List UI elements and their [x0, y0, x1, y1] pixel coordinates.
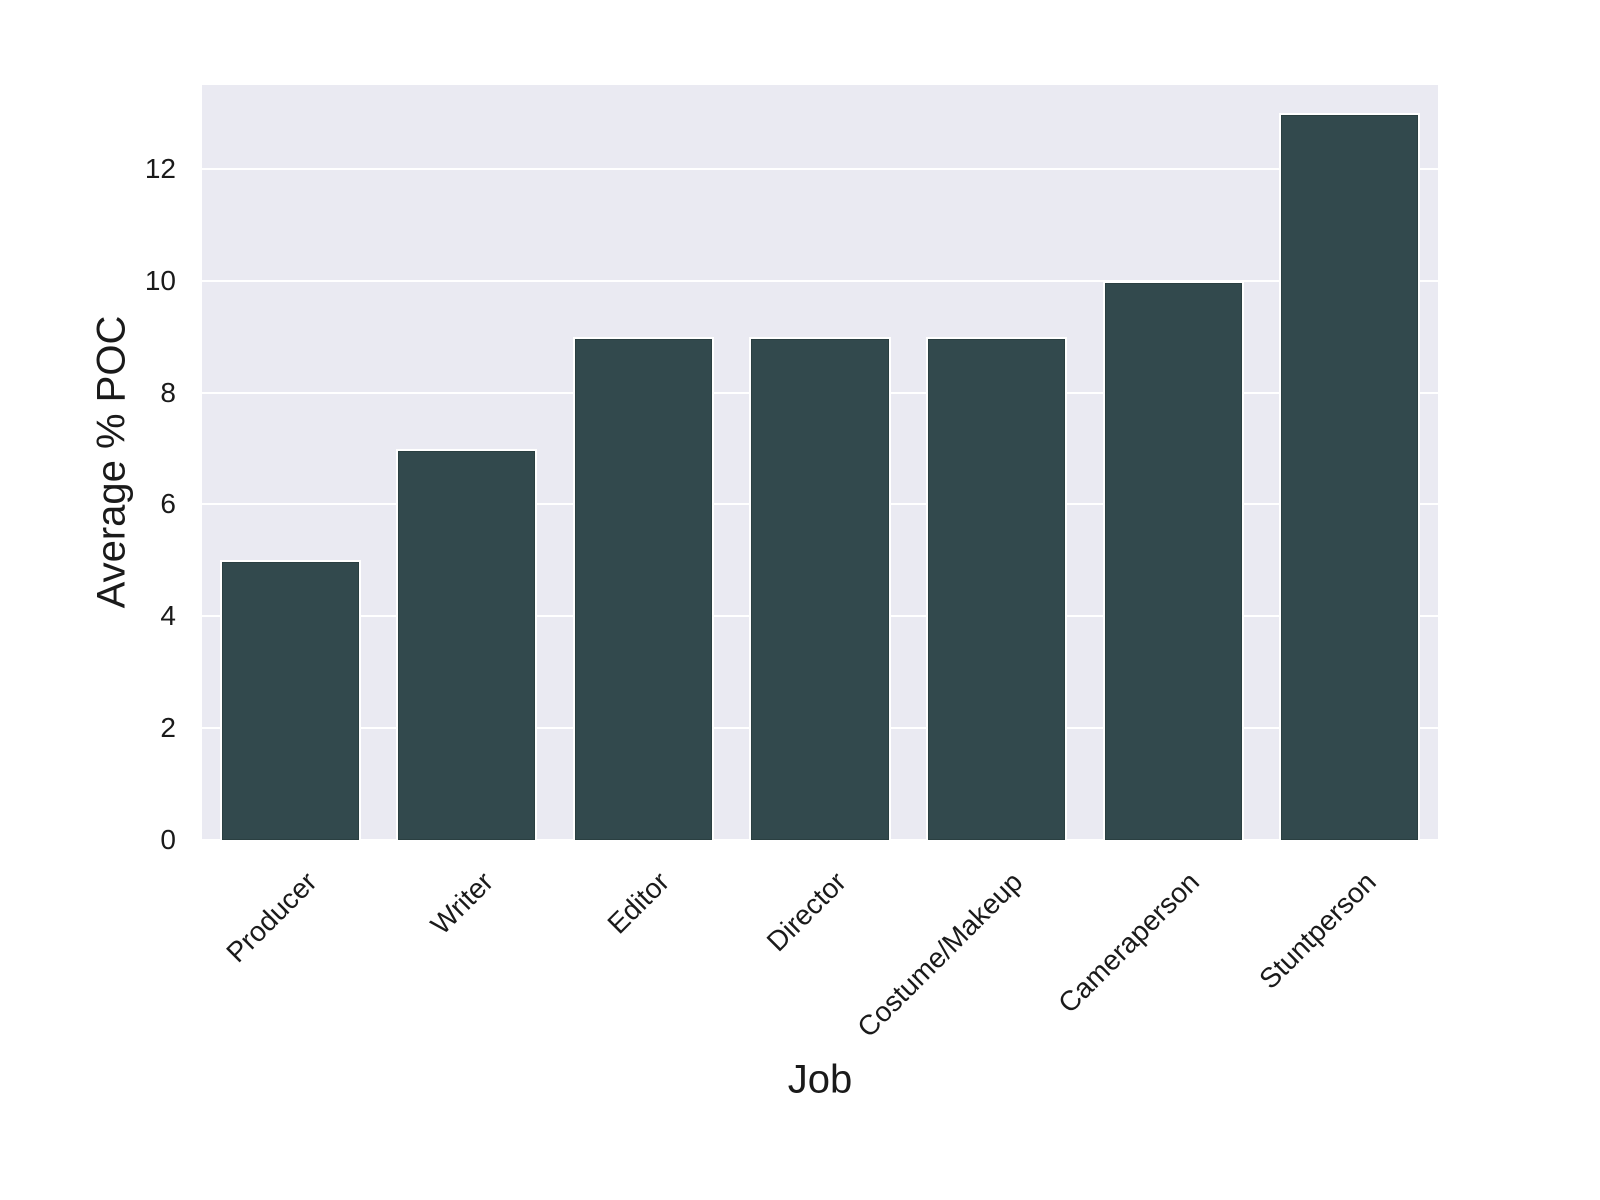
y-tick-label-0: 0	[160, 824, 176, 855]
x-tick-label-cameraperson: Cameraperson	[1052, 866, 1206, 1019]
y-tick-label-10: 10	[144, 264, 176, 296]
y-axis-label: Average % POC	[89, 315, 134, 609]
bar-writer	[396, 448, 538, 840]
gridline-y-10	[202, 279, 1438, 282]
bar-producer	[219, 560, 361, 840]
x-tick-label-director: Director	[760, 866, 852, 958]
x-tick-label-producer: Producer	[219, 866, 323, 969]
bar-director	[749, 336, 891, 840]
gridline-y-12	[202, 167, 1438, 170]
gridline-y-0	[202, 839, 1438, 841]
x-tick-label-stuntperson: Stuntperson	[1252, 866, 1382, 995]
bar-editor	[572, 336, 715, 840]
y-tick-label-2: 2	[160, 712, 176, 744]
x-tick-label-writer: Writer	[424, 866, 499, 941]
bar-stuntperson	[1279, 112, 1421, 840]
x-tick-label-editor: Editor	[601, 866, 676, 940]
x-axis-label: Job	[787, 1057, 853, 1102]
y-tick-label-6: 6	[160, 488, 176, 520]
y-tick-label-4: 4	[160, 600, 176, 632]
y-tick-label-8: 8	[160, 376, 176, 408]
x-tick-label-costume-makeup: Costume/Makeup	[851, 866, 1029, 1044]
bar-cameraperson	[1102, 280, 1244, 840]
bar-costume-makeup	[925, 336, 1068, 840]
y-tick-label-12: 12	[144, 152, 176, 184]
